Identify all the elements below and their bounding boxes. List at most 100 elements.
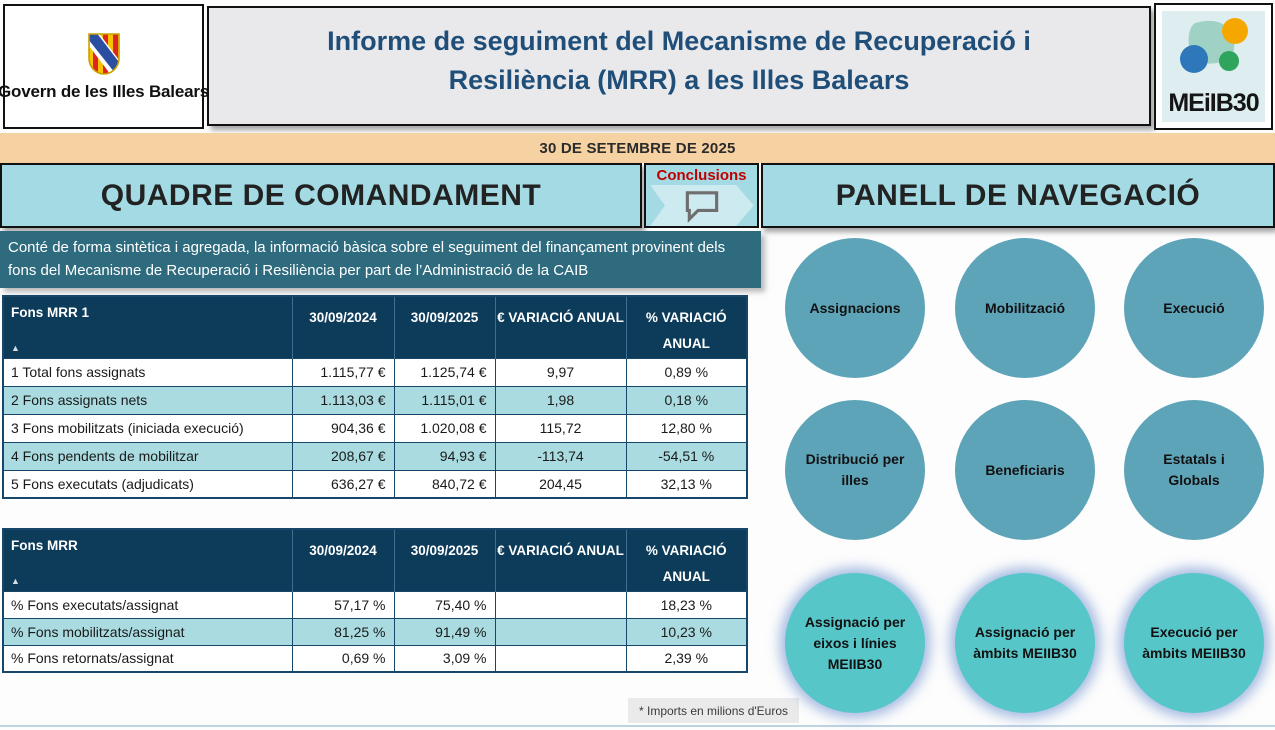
value-var-eur: 1,98 xyxy=(494,385,627,415)
panell-title: PANELL DE NAVEGACIÓ xyxy=(835,178,1201,212)
value-2024: 1.115,77 € xyxy=(291,357,395,387)
table1-name: Fons MRR 1 xyxy=(11,305,90,320)
table-row: % Fons mobilitzats/assignat 81,25 % 91,4… xyxy=(2,617,748,646)
row-label: % Fons retornats/assignat xyxy=(2,644,293,673)
column-header-2025[interactable]: 30/09/2025 xyxy=(393,296,495,358)
value-2025: 840,72 € xyxy=(393,469,496,499)
value-var-pct: 0,18 % xyxy=(625,385,748,415)
nav-circle-label: Mobilització xyxy=(984,299,1066,316)
bottom-divider xyxy=(0,725,1275,727)
column-header-2024[interactable]: 30/09/2024 xyxy=(291,296,394,358)
table-row: 4 Fons pendents de mobilitzar 208,67 € 9… xyxy=(2,441,748,471)
speech-bubble-icon xyxy=(685,191,718,223)
value-var-pct: 12,80 % xyxy=(625,413,748,443)
nav-circle-assignacio-eixos-linies-meiib30[interactable]: Assignació per eixos i línies MEIIB30 xyxy=(785,573,925,713)
conclusions-arrow-icon xyxy=(649,185,754,226)
row-label: 5 Fons executats (adjudicats) xyxy=(2,469,293,499)
value-2025: 1.020,08 € xyxy=(393,413,496,443)
value-var-eur xyxy=(494,590,627,619)
report-date-bar: 30 DE SETEMBRE DE 2025 xyxy=(0,133,1275,163)
sort-ascending-icon: ▲ xyxy=(11,575,20,586)
value-2025: 1.115,01 € xyxy=(393,385,496,415)
value-var-pct: 2,39 % xyxy=(625,644,748,673)
column-header-fons-mrr[interactable]: Fons MRR ▲ xyxy=(3,529,292,591)
table-row: % Fons executats/assignat 57,17 % 75,40 … xyxy=(2,590,748,619)
value-2024: 57,17 % xyxy=(291,590,395,619)
row-label: 2 Fons assignats nets xyxy=(2,385,293,415)
nav-circle-label: Execució per àmbits MEIIB30 xyxy=(1142,624,1246,661)
table-row: 3 Fons mobilitzats (iniciada execució) 9… xyxy=(2,413,748,443)
meiib30-logo-text: MEiIB30 xyxy=(1168,89,1259,117)
value-2025: 94,93 € xyxy=(393,441,496,471)
report-date: 30 DE SETEMBRE DE 2025 xyxy=(539,139,736,157)
table-row: 1 Total fons assignats 1.115,77 € 1.125,… xyxy=(2,357,748,387)
meiib30-logo: MEiIB30 xyxy=(1154,3,1273,130)
meiib30-logo-inner: MEiIB30 xyxy=(1162,11,1265,122)
nav-circle-label: Assignació per àmbits MEIIB30 xyxy=(973,624,1077,661)
table2-name: Fons MRR xyxy=(11,538,78,553)
nav-circle-execucio-ambits-meiib30[interactable]: Execució per àmbits MEIIB30 xyxy=(1124,573,1264,713)
value-2025: 1.125,74 € xyxy=(393,357,496,387)
nav-circle-estatals-i-globals[interactable]: Estatals i Globals xyxy=(1124,400,1264,540)
conclusions-button[interactable]: Conclusions xyxy=(644,163,759,228)
balearic-shield-icon xyxy=(87,32,120,75)
row-label: 3 Fons mobilitzats (iniciada execució) xyxy=(2,413,293,443)
nav-circle-label: Execució xyxy=(1163,299,1225,316)
value-var-pct: 18,23 % xyxy=(625,590,748,619)
table-row: % Fons retornats/assignat 0,69 % 3,09 % … xyxy=(2,644,748,673)
column-header-var-pct[interactable]: % VARIACIÓ ANUAL xyxy=(625,296,747,358)
value-2024: 0,69 % xyxy=(291,644,395,673)
column-header-var-eur[interactable]: € VARIACIÓ ANUAL xyxy=(494,529,626,591)
table-row: 2 Fons assignats nets 1.113,03 € 1.115,0… xyxy=(2,385,748,415)
nav-circle-label: Beneficiaris xyxy=(985,461,1065,478)
value-var-pct: 10,23 % xyxy=(625,617,748,646)
row-label: 1 Total fons assignats xyxy=(2,357,293,387)
nav-circle-execucio[interactable]: Execució xyxy=(1124,238,1264,378)
table-row: 5 Fons executats (adjudicats) 636,27 € 8… xyxy=(2,469,748,499)
nav-circle-beneficiaris[interactable]: Beneficiaris xyxy=(955,400,1095,540)
column-header-2025[interactable]: 30/09/2025 xyxy=(393,529,495,591)
meiib30-logo-icon xyxy=(1180,18,1248,73)
value-var-eur: -113,74 xyxy=(494,441,627,471)
value-2025: 75,40 % xyxy=(393,590,496,619)
value-2024: 636,27 € xyxy=(291,469,395,499)
sort-ascending-icon: ▲ xyxy=(11,342,20,353)
quadre-de-comandament-header: QUADRE DE COMANDAMENT xyxy=(0,163,642,228)
column-header-var-pct[interactable]: % VARIACIÓ ANUAL xyxy=(625,529,747,591)
nav-circle-distribucio-per-illes[interactable]: Distribució per illes xyxy=(785,400,925,540)
report-title: Informe de seguiment del Mecanisme de Re… xyxy=(207,6,1151,126)
govern-logo-text: Govern de les Illes Balears xyxy=(0,81,209,101)
nav-circle-label: Distribució per illes xyxy=(805,451,905,488)
panell-de-navegacio-header: PANELL DE NAVEGACIÓ xyxy=(761,163,1275,228)
value-2025: 3,09 % xyxy=(393,644,496,673)
value-var-eur xyxy=(494,617,627,646)
nav-circle-assignacio-ambits-meiib30[interactable]: Assignació per àmbits MEIIB30 xyxy=(955,573,1095,713)
value-var-eur xyxy=(494,644,627,673)
table-header-row: Fons MRR 1 ▲ 30/09/2024 30/09/2025 € VAR… xyxy=(3,296,747,358)
nav-circle-label: Assignacions xyxy=(809,299,901,316)
dashboard-description: Conté de forma sintètica i agregada, la … xyxy=(0,231,761,288)
row-label: % Fons executats/assignat xyxy=(2,590,293,619)
nav-circle-assignacions[interactable]: Assignacions xyxy=(785,238,925,378)
value-var-pct: -54,51 % xyxy=(625,441,748,471)
report-title-line2: Resiliència (MRR) a les Illes Balears xyxy=(448,65,910,96)
govern-illes-balears-logo: Govern de les Illes Balears xyxy=(0,4,209,129)
nav-circle-mobilitzacio[interactable]: Mobilització xyxy=(955,238,1095,378)
value-2024: 81,25 % xyxy=(291,617,395,646)
value-2024: 208,67 € xyxy=(291,441,395,471)
column-header-fons-mrr-1[interactable]: Fons MRR 1 ▲ xyxy=(3,296,292,358)
row-label: % Fons mobilitzats/assignat xyxy=(2,617,293,646)
report-title-line1: Informe de seguiment del Mecanisme de Re… xyxy=(327,26,1031,56)
fons-mrr-1-table: Fons MRR 1 ▲ 30/09/2024 30/09/2025 € VAR… xyxy=(2,295,748,499)
value-2024: 904,36 € xyxy=(291,413,395,443)
column-header-var-eur[interactable]: € VARIACIÓ ANUAL xyxy=(494,296,626,358)
value-2024: 1.113,03 € xyxy=(291,385,395,415)
row-label: 4 Fons pendents de mobilitzar xyxy=(2,441,293,471)
value-var-pct: 0,89 % xyxy=(625,357,748,387)
value-2025: 91,49 % xyxy=(393,617,496,646)
column-header-2024[interactable]: 30/09/2024 xyxy=(291,529,394,591)
value-var-pct: 32,13 % xyxy=(625,469,748,499)
imports-footnote: * Imports en milions d'Euros xyxy=(628,698,800,723)
nav-circle-label: Assignació per eixos i línies MEIIB30 xyxy=(804,613,906,672)
